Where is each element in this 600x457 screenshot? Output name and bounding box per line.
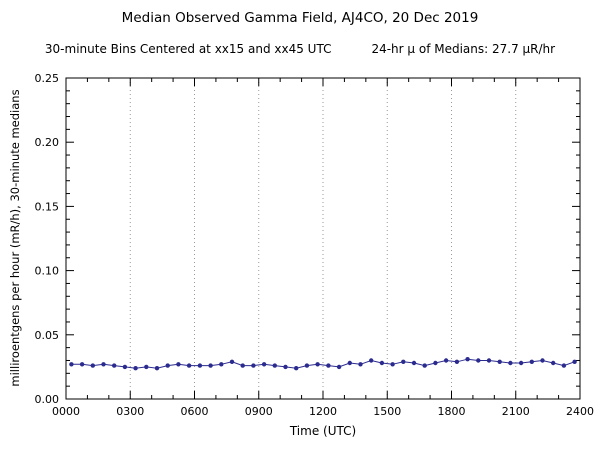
median-point (347, 360, 352, 366)
median-point (572, 359, 577, 364)
median-point (154, 366, 160, 371)
median-point (272, 363, 277, 368)
median-point (101, 362, 106, 367)
subtitle-bins-text: 30-minute Bins Centered at xx15 and xx45… (44, 42, 332, 56)
median-point (326, 363, 331, 368)
x-tick-label: 2400 (566, 405, 594, 418)
median-point (540, 358, 545, 363)
median-point (454, 359, 460, 364)
median-point (561, 363, 567, 368)
y-tick-label: 0.00 (35, 393, 60, 406)
median-point (165, 363, 170, 368)
median-point (379, 360, 385, 366)
median-point (176, 362, 181, 367)
median-point (358, 362, 363, 367)
median-point (518, 360, 524, 366)
x-tick-label: 2100 (502, 405, 530, 418)
x-tick-label: 1500 (373, 405, 401, 418)
y-tick-label: 0.25 (35, 72, 60, 85)
x-tick-label: 0300 (116, 405, 144, 418)
median-point (261, 362, 267, 367)
median-point (240, 363, 245, 368)
median-point (508, 360, 513, 366)
median-point (208, 363, 213, 368)
median-point (390, 362, 395, 367)
median-point (90, 363, 96, 368)
median-point (197, 363, 203, 368)
median-point (294, 366, 299, 371)
gridlines (129, 78, 517, 399)
x-tick-label: 1200 (309, 405, 337, 418)
median-point (186, 363, 192, 368)
plot-frame (65, 77, 581, 400)
median-point (219, 362, 224, 367)
median-point (304, 363, 310, 368)
y-tick-label: 0.05 (35, 329, 60, 342)
x-tick-label: 0600 (181, 405, 209, 418)
median-point (79, 362, 85, 367)
median-point (283, 364, 288, 370)
data-series (69, 357, 577, 371)
chart-subtitle: 30-minute Bins Centered at xx15 and xx45… (0, 42, 600, 56)
axis-ticks (65, 77, 581, 400)
y-axis-label: milliroentgens per hour (mR/h), 30-minut… (8, 89, 22, 387)
tick-labels: 0000 0300 0600 0900 1200 1500 1800 2100 2400 0.00… (35, 72, 595, 418)
subtitle-mean-text: 24-hr μ of Medians: 27.7 μR/hr (371, 42, 556, 56)
chart-title: Median Observed Gamma Field, AJ4CO, 20 D… (121, 10, 479, 26)
median-point (133, 366, 138, 371)
median-point (476, 358, 481, 363)
median-point (497, 359, 502, 364)
y-tick-label: 0.10 (35, 265, 60, 278)
median-point (112, 363, 117, 368)
median-point (411, 360, 417, 366)
median-point (465, 357, 470, 362)
x-tick-label: 1800 (438, 405, 466, 418)
median-point (69, 362, 74, 367)
median-point (422, 363, 427, 368)
x-tick-label: 0000 (52, 405, 80, 418)
y-tick-label: 0.20 (35, 136, 60, 149)
y-tick-label: 0.15 (35, 200, 60, 213)
median-point (551, 360, 556, 366)
median-point (443, 358, 449, 363)
median-point (336, 364, 342, 370)
median-point (122, 364, 128, 370)
x-axis-label: Time (UTC) (289, 424, 357, 438)
median-point (369, 358, 374, 363)
median-point (486, 358, 492, 363)
median-point (315, 362, 320, 367)
median-point (401, 359, 406, 364)
median-point (433, 360, 438, 366)
median-point (229, 359, 235, 364)
median-point (529, 359, 534, 364)
median-point (144, 364, 149, 370)
x-tick-label: 0900 (245, 405, 273, 418)
median-point (251, 363, 256, 368)
